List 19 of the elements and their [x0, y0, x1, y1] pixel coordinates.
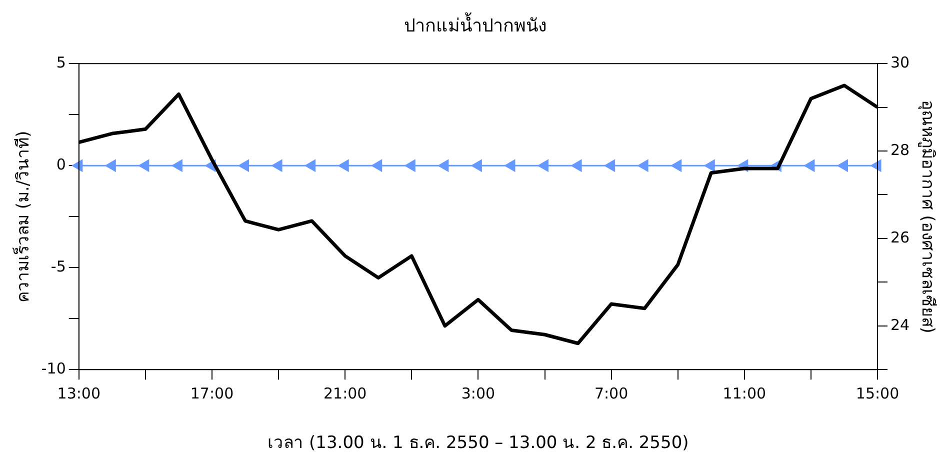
y-tick-label: -10 [41, 359, 66, 378]
y2-axis-title: อุณหภูมิอากาศ (องศาเซลเซียส) [917, 100, 938, 334]
y2-tick-label: 24 [890, 316, 910, 334]
x-tick-label: 13:00 [57, 384, 101, 402]
x-tick-label: 7:00 [594, 384, 628, 402]
x-tick-label: 17:00 [190, 384, 234, 402]
x-tick-label: 21:00 [323, 384, 367, 402]
x-tick-label: 3:00 [461, 384, 496, 402]
y-tick-label: 0 [56, 155, 66, 174]
x-tick-label: 15:00 [856, 384, 900, 402]
y2-tick-label: 28 [890, 140, 910, 159]
chart-title: ปากแม่น้ำปากพนัง [404, 12, 547, 36]
y-tick-label: 5 [56, 53, 66, 72]
x-axis-title: เวลา (13.00 น. 1 ธ.ค. 2550 – 13.00 น. 2 ธ.ค. 2550) [268, 433, 689, 454]
x-tick-label: 11:00 [722, 384, 766, 402]
y-tick-label: -5 [50, 257, 66, 276]
y-axis-title: ความเร็วลม (ม./วินาที) [12, 130, 34, 303]
y2-tick-label: 30 [890, 53, 910, 72]
y2-tick-label: 26 [890, 228, 910, 246]
